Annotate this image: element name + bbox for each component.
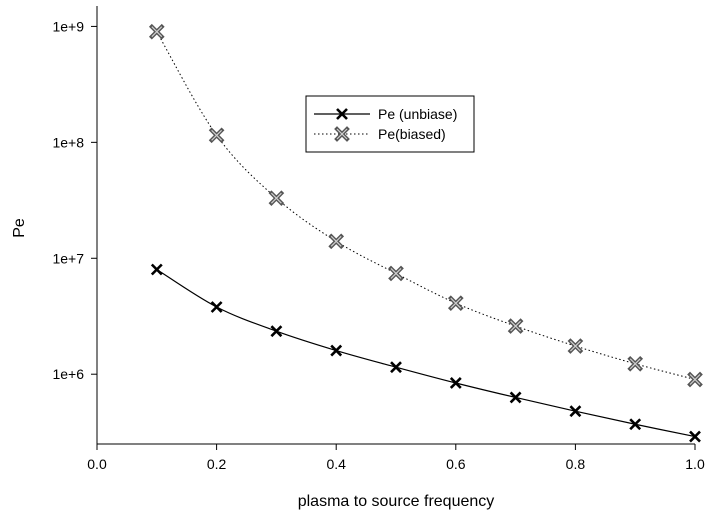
marker-highlight — [390, 268, 402, 279]
data-point — [509, 391, 522, 404]
marker-highlight — [510, 320, 522, 332]
data-point — [507, 318, 524, 334]
x-tick-label: 0.0 — [87, 456, 107, 472]
legend-marker — [336, 108, 348, 120]
legend-box — [305, 95, 475, 153]
marker-highlight — [336, 128, 348, 140]
data-point — [689, 430, 701, 443]
series-1 — [150, 263, 701, 443]
marker-stroke — [330, 344, 343, 357]
series-line — [156, 268, 696, 438]
x-tick-label: 0.2 — [207, 456, 227, 472]
series-line — [156, 31, 696, 380]
marker-stroke — [569, 405, 582, 418]
data-point — [627, 355, 644, 372]
marker-stroke — [336, 108, 348, 120]
marker-stroke — [509, 391, 522, 404]
legend-item: Pe(biased) — [314, 126, 446, 142]
legend-label: Pe (unbiase) — [378, 106, 457, 122]
x-tick-label: 0.6 — [446, 456, 466, 472]
x-tick-label: 0.4 — [326, 456, 346, 472]
marker-stroke — [390, 361, 402, 374]
marker-highlight — [629, 358, 641, 370]
legend-marker — [334, 126, 350, 142]
data-point — [447, 295, 464, 311]
marker-stroke — [150, 263, 163, 276]
legend: Pe (unbiase) Pe(biased) — [305, 95, 475, 153]
x-tick-label: 0.8 — [566, 456, 586, 472]
series-2 — [148, 23, 703, 388]
data-point — [567, 338, 584, 354]
data-point — [328, 233, 345, 250]
x-ticks: 0.0 0.2 0.4 0.6 0.8 1.0 — [87, 444, 705, 472]
marker-highlight — [211, 129, 223, 141]
marker-highlight — [270, 192, 282, 204]
marker-highlight — [151, 26, 163, 38]
series-layer — [148, 23, 703, 443]
data-point — [208, 127, 225, 144]
data-point — [330, 344, 343, 357]
marker-stroke — [449, 377, 462, 389]
legend-items: Pe (unbiase) Pe(biased) — [314, 106, 457, 142]
marker-stroke — [210, 301, 223, 313]
x-tick-label: 1.0 — [685, 456, 705, 472]
marker-stroke — [689, 430, 701, 443]
y-tick-label: 1e+9 — [52, 18, 84, 34]
x-axis-label: plasma to source frequency — [298, 493, 495, 510]
legend-item: Pe (unbiase) — [314, 106, 457, 122]
data-point — [687, 371, 703, 388]
y-axis-label: Pe — [11, 218, 28, 238]
y-tick-label: 1e+6 — [52, 366, 84, 382]
y-tick-label: 1e+8 — [52, 134, 84, 150]
marker-highlight — [569, 340, 581, 352]
data-point — [449, 377, 462, 389]
marker-stroke — [270, 325, 283, 338]
marker-highlight — [330, 235, 342, 247]
data-point — [390, 361, 402, 374]
data-point — [629, 418, 642, 431]
legend-label: Pe(biased) — [378, 126, 446, 142]
data-point — [268, 190, 285, 206]
marker-stroke — [629, 418, 642, 431]
data-point — [148, 23, 165, 40]
data-point — [210, 301, 223, 313]
marker-highlight — [450, 297, 462, 309]
data-point — [388, 265, 404, 282]
data-point — [270, 325, 283, 338]
plot-frame — [96, 6, 695, 445]
marker-highlight — [689, 374, 701, 385]
data-point — [150, 263, 163, 276]
y-ticks: 1e+6 1e+7 1e+8 1e+9 — [52, 18, 97, 382]
y-tick-label: 1e+7 — [52, 250, 84, 266]
data-point — [569, 405, 582, 418]
